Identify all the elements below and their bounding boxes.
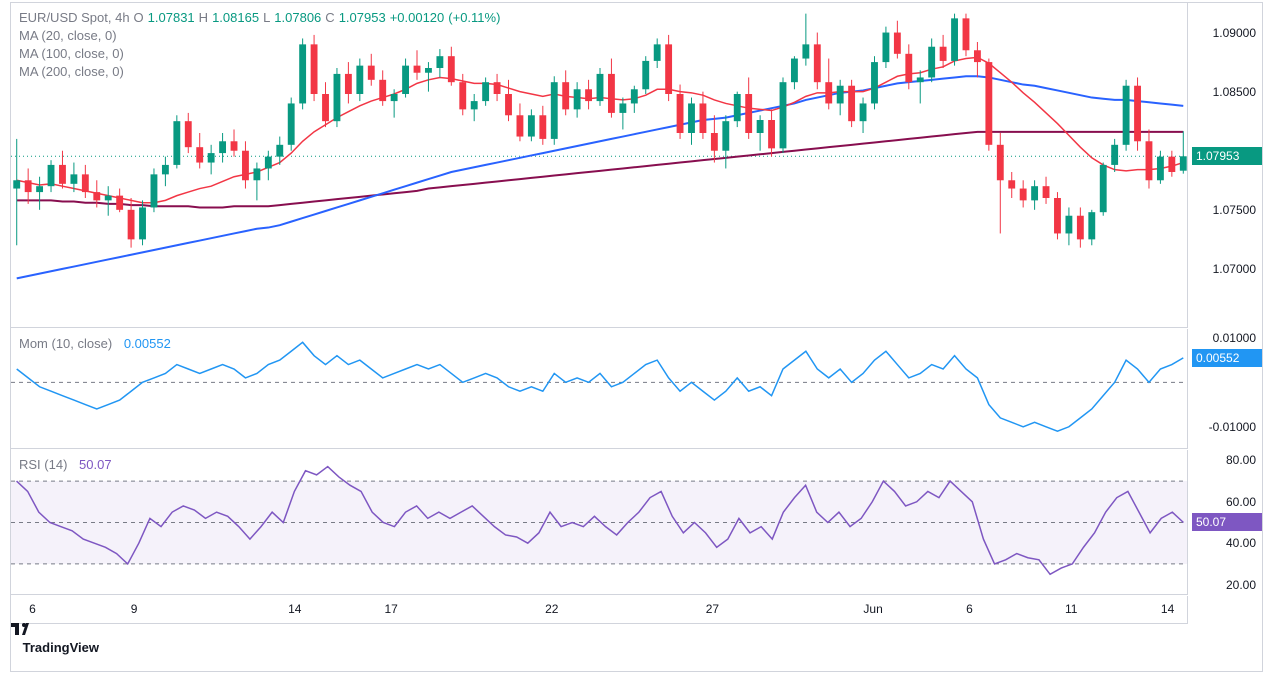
tv-logo-text: TradingView [23, 640, 99, 655]
tradingview-logo[interactable]: TradingView [11, 623, 1262, 671]
rsi-value: 50.07 [79, 456, 112, 474]
ohlc-c: 1.07953 [339, 9, 386, 27]
tv-logo-icon [11, 623, 29, 635]
main-price-pane[interactable]: EUR/USD Spot, 4h O1.07831 H1.08165 L1.07… [11, 3, 1187, 328]
ohlc-l: 1.07806 [274, 9, 321, 27]
time-tick: 6 [29, 602, 36, 616]
time-tick: 14 [1161, 602, 1174, 616]
time-tick: 22 [545, 602, 558, 616]
price-tick: 1.07500 [1213, 203, 1256, 217]
ma100-legend: MA (100, close, 0) [19, 45, 500, 63]
ohlc-h: 1.08165 [212, 9, 259, 27]
time-axis[interactable]: 6 9 14 17 22 27 Jun 6 11 14 [11, 596, 1187, 624]
mom-label: Mom (10, close) [19, 335, 112, 353]
price-tick: 1.07000 [1213, 262, 1256, 276]
mom-tick: 0.01000 [1213, 331, 1256, 345]
rsi-axis[interactable]: 80.00 60.00 40.00 20.00 50.07 [1187, 450, 1262, 595]
time-tick: 27 [706, 602, 719, 616]
time-tick: 9 [131, 602, 138, 616]
rsi-tick: 80.00 [1226, 453, 1256, 467]
time-tick: 6 [966, 602, 973, 616]
ohlc-change-pct: (+0.11%) [448, 9, 500, 27]
rsi-tick: 40.00 [1226, 536, 1256, 550]
chart-container: EUR/USD Spot, 4h O1.07831 H1.08165 L1.07… [10, 2, 1263, 672]
ohlc-h-prefix: H [199, 9, 208, 27]
mom-current-label: 0.00552 [1192, 349, 1262, 367]
time-tick: Jun [863, 602, 882, 616]
mom-tick: -0.01000 [1209, 420, 1256, 434]
rsi-tick: 20.00 [1226, 578, 1256, 592]
symbol-label: EUR/USD Spot, 4h [19, 9, 130, 27]
time-tick: 17 [384, 602, 397, 616]
momentum-pane[interactable]: Mom (10, close) 0.00552 [11, 329, 1187, 449]
rsi-legend: RSI (14) 50.07 [19, 456, 112, 474]
ma200-legend: MA (200, close, 0) [19, 63, 500, 81]
mom-legend: Mom (10, close) 0.00552 [19, 335, 171, 353]
price-axis[interactable]: 1.07000 1.07500 1.08500 1.09000 1.07953 [1187, 3, 1262, 328]
time-tick: 11 [1065, 602, 1077, 616]
price-tick: 1.08500 [1213, 85, 1256, 99]
mom-axis[interactable]: 0.01000 -0.01000 0.00552 [1187, 329, 1262, 449]
rsi-label: RSI (14) [19, 456, 67, 474]
ma20-legend: MA (20, close, 0) [19, 27, 500, 45]
ohlc-change: +0.00120 [390, 9, 445, 27]
ohlc-o-prefix: O [134, 9, 144, 27]
current-price-label: 1.07953 [1192, 147, 1262, 165]
ohlc-c-prefix: C [325, 9, 334, 27]
rsi-tick: 60.00 [1226, 495, 1256, 509]
rsi-current-label: 50.07 [1192, 513, 1262, 531]
axis-corner [1187, 596, 1262, 624]
ohlc-l-prefix: L [263, 9, 270, 27]
time-tick: 14 [288, 602, 301, 616]
price-tick: 1.09000 [1213, 26, 1256, 40]
main-legend: EUR/USD Spot, 4h O1.07831 H1.08165 L1.07… [19, 9, 500, 81]
rsi-pane[interactable]: RSI (14) 50.07 [11, 450, 1187, 595]
ohlc-o: 1.07831 [148, 9, 195, 27]
mom-value: 0.00552 [124, 335, 171, 353]
